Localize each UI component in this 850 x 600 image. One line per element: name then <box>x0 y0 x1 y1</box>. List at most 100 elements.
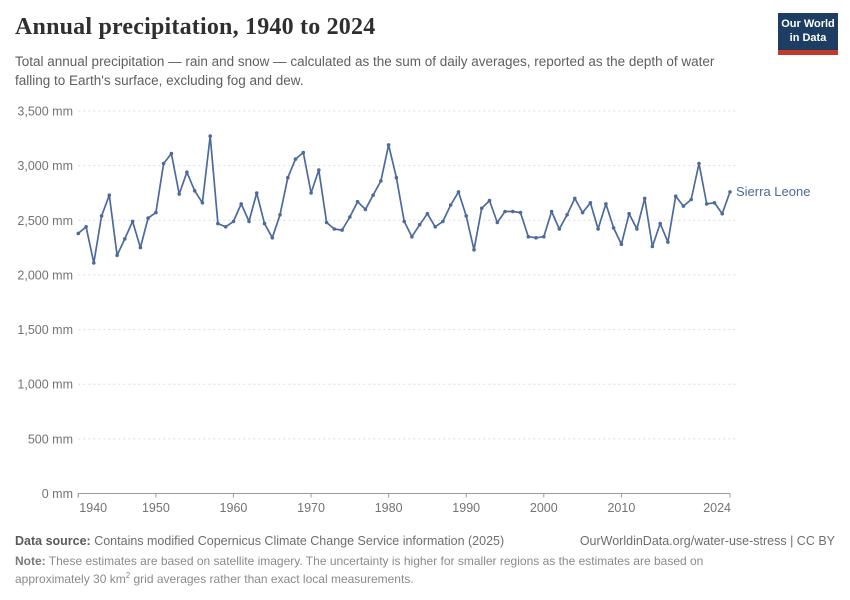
data-point[interactable] <box>534 236 538 240</box>
data-point[interactable] <box>472 248 476 252</box>
data-point[interactable] <box>309 191 313 195</box>
data-point[interactable] <box>317 168 321 172</box>
data-source-value: Contains modified Copernicus Climate Cha… <box>90 534 505 548</box>
data-point[interactable] <box>542 234 546 239</box>
data-point[interactable] <box>169 151 174 156</box>
data-point[interactable] <box>177 192 181 196</box>
data-point[interactable] <box>704 202 709 206</box>
data-point[interactable] <box>138 245 143 250</box>
data-point[interactable] <box>658 221 662 226</box>
owid-link[interactable]: OurWorldinData.org/water-use-stress | CC… <box>579 534 835 548</box>
y-axis-tick-label: 1,000 mm <box>17 378 73 392</box>
data-point[interactable] <box>286 175 290 180</box>
entity-label-sierra-leone[interactable]: Sierra Leone <box>736 184 810 199</box>
data-point[interactable] <box>324 220 329 225</box>
data-point[interactable] <box>278 213 282 217</box>
x-axis-tick-label: 2010 <box>607 501 635 515</box>
data-point[interactable] <box>270 236 275 240</box>
data-point[interactable] <box>161 161 166 166</box>
data-point[interactable] <box>557 227 562 231</box>
data-point[interactable] <box>379 179 383 183</box>
data-point[interactable] <box>192 189 197 193</box>
data-point[interactable] <box>441 219 445 224</box>
data-point[interactable] <box>728 190 732 194</box>
data-point[interactable] <box>666 240 670 244</box>
data-point[interactable] <box>673 194 678 198</box>
data-point[interactable] <box>348 215 352 219</box>
data-point[interactable] <box>115 253 119 258</box>
data-point[interactable] <box>681 204 686 208</box>
data-point[interactable] <box>573 196 577 201</box>
data-point[interactable] <box>580 210 585 215</box>
data-point[interactable] <box>239 202 243 206</box>
data-point[interactable] <box>92 261 96 265</box>
data-point[interactable] <box>394 175 399 180</box>
data-point[interactable] <box>487 198 492 203</box>
data-point[interactable] <box>417 222 422 227</box>
data-point[interactable] <box>340 228 344 232</box>
owid-logo[interactable]: Our World in Data <box>778 13 838 55</box>
precipitation-line-chart[interactable]: 0 mm 500 mm 1,000 mm 1,500 mm 2,000 mm 2,500 … <box>0 0 850 530</box>
chart-footer: Data source: Contains modified Copernicu… <box>15 534 835 548</box>
data-point[interactable] <box>371 193 375 197</box>
data-point[interactable] <box>635 227 639 231</box>
data-point[interactable] <box>697 161 701 166</box>
data-point[interactable] <box>720 211 724 216</box>
data-point[interactable] <box>479 206 484 211</box>
data-point[interactable] <box>402 219 407 224</box>
data-point[interactable] <box>689 197 693 202</box>
data-point[interactable] <box>332 227 337 231</box>
data-point[interactable] <box>76 231 81 236</box>
data-point[interactable] <box>254 191 259 195</box>
data-point[interactable] <box>503 209 507 214</box>
data-point[interactable] <box>130 219 135 224</box>
data-point[interactable] <box>549 209 554 214</box>
data-point[interactable] <box>565 213 569 217</box>
data-point[interactable] <box>185 170 189 174</box>
data-point[interactable] <box>99 214 104 218</box>
data-point[interactable] <box>293 157 298 161</box>
data-point[interactable] <box>363 207 368 212</box>
data-line[interactable] <box>77 135 731 264</box>
data-point[interactable] <box>386 143 391 147</box>
data-point[interactable] <box>123 237 127 241</box>
data-point[interactable] <box>588 201 593 205</box>
data-point[interactable] <box>464 214 469 218</box>
data-point[interactable] <box>425 211 430 216</box>
data-point[interactable] <box>247 219 251 224</box>
data-point[interactable] <box>448 203 453 207</box>
data-source-label: Data source: <box>15 534 91 548</box>
data-point[interactable] <box>410 234 414 239</box>
data-point[interactable] <box>495 220 500 225</box>
data-point[interactable] <box>231 219 236 224</box>
data-point[interactable] <box>518 210 523 215</box>
data-point[interactable] <box>642 196 647 201</box>
data-point[interactable] <box>604 202 608 206</box>
data-point[interactable] <box>712 201 717 205</box>
owid-logo-line2: in Data <box>789 31 827 44</box>
data-point[interactable] <box>650 244 655 249</box>
data-point[interactable] <box>154 210 158 215</box>
data-point[interactable] <box>627 211 631 216</box>
data-point[interactable] <box>611 226 616 230</box>
chart-note: Note: These estimates are based on satel… <box>15 553 740 588</box>
x-axis-tick-label: 1990 <box>452 501 480 515</box>
data-point[interactable] <box>200 201 205 205</box>
data-point[interactable] <box>223 225 228 229</box>
data-point[interactable] <box>146 216 150 220</box>
data-point[interactable] <box>107 193 112 197</box>
data-point[interactable] <box>511 209 515 214</box>
data-point[interactable] <box>456 190 461 194</box>
data-point[interactable] <box>355 199 360 204</box>
data-point[interactable] <box>301 150 306 155</box>
data-point[interactable] <box>619 242 624 247</box>
y-axis-tick-label: 2,000 mm <box>17 268 73 282</box>
data-point[interactable] <box>262 221 267 226</box>
data-point[interactable] <box>208 134 212 138</box>
data-point[interactable] <box>216 221 220 226</box>
data-point[interactable] <box>596 227 600 231</box>
data-point[interactable] <box>526 234 531 239</box>
data-point[interactable] <box>433 225 438 229</box>
x-axis-tick-label: 2024 <box>703 501 731 515</box>
data-point[interactable] <box>84 225 88 229</box>
